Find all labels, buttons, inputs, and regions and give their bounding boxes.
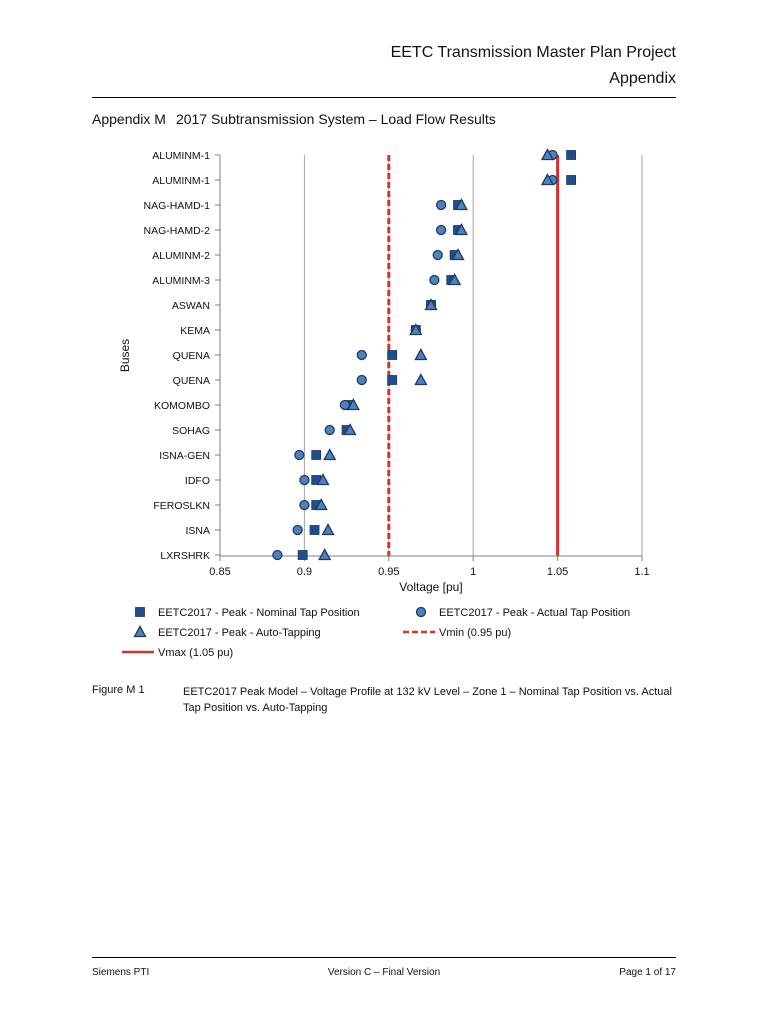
- legend-triangle-icon: [133, 625, 147, 638]
- triangle-data-point: [540, 173, 555, 186]
- x-tick-label: 0.95: [378, 566, 399, 578]
- section-heading: Appendix M 2017 Subtransmission System – …: [92, 111, 496, 127]
- legend-label: EETC2017 - Peak - Nominal Tap Position: [158, 607, 360, 619]
- y-tick-label: ASWAN: [172, 300, 210, 312]
- circle-data-point: [356, 374, 367, 386]
- y-tick-label: QUENA: [173, 375, 210, 387]
- circle-data-point: [272, 549, 283, 561]
- triangle-data-point: [409, 323, 423, 336]
- y-tick-label: ALUMINM-1: [152, 175, 210, 187]
- y-tick-label: QUENA: [173, 350, 210, 362]
- y-tick-label: NAG-HAMD-1: [143, 200, 210, 212]
- y-tick-label: IDFO: [185, 475, 210, 487]
- triangle-data-point: [454, 223, 468, 236]
- square-data-point: [387, 375, 398, 385]
- circle-data-point: [435, 224, 447, 236]
- y-tick-label: FEROSLKN: [153, 500, 210, 512]
- triangle-data-point: [448, 273, 462, 286]
- x-tick-label: 0.85: [209, 566, 230, 578]
- figure-caption: EETC2017 Peak Model – Voltage Profile at…: [183, 686, 672, 714]
- triangle-data-point: [424, 298, 438, 311]
- square-data-point: [566, 150, 577, 160]
- legend-label: Vmax (1.05 pu): [158, 647, 233, 659]
- y-tick-label: ISNA-GEN: [159, 450, 210, 462]
- circle-data-point: [299, 474, 310, 486]
- legend-label: Vmin (0.95 pu): [439, 627, 511, 639]
- y-tick-label: ALUMINM-1: [152, 150, 210, 162]
- footer-version: Version C – Final Version: [327, 967, 441, 978]
- triangle-data-point: [414, 348, 428, 361]
- square-data-point: [311, 450, 322, 460]
- triangle-data-point: [318, 548, 332, 561]
- triangle-data-point: [323, 448, 337, 461]
- section-title-text: 2017 Subtransmission System – Load Flow …: [175, 111, 496, 127]
- circle-data-point: [339, 399, 351, 411]
- y-tick-label: ALUMINM-3: [152, 275, 210, 287]
- circle-data-point: [356, 349, 367, 361]
- square-data-point: [297, 550, 308, 560]
- square-data-point: [566, 175, 577, 185]
- document-title: EETC Transmission Master Plan Project: [390, 44, 676, 61]
- y-axis-title: Buses: [118, 339, 132, 372]
- triangle-data-point: [414, 373, 428, 386]
- circle-data-point: [324, 424, 335, 436]
- x-axis-title: Voltage [pu]: [399, 580, 462, 594]
- circle-data-point: [292, 524, 303, 536]
- legend-label: EETC2017 - Peak - Auto-Tapping: [158, 627, 321, 639]
- legend-label: EETC2017 - Peak - Actual Tap Position: [439, 607, 630, 619]
- triangle-data-point: [451, 248, 465, 261]
- y-tick-label: KOMOMBO: [154, 400, 210, 412]
- section-label: Appendix M: [92, 111, 166, 127]
- x-tick-label: 1: [470, 566, 476, 578]
- square-data-point: [309, 525, 320, 535]
- y-tick-label: LXRSHRK: [160, 550, 210, 562]
- triangle-data-point: [314, 498, 328, 511]
- legend-square-icon: [135, 607, 145, 617]
- voltage-profile-chart: 0.85 0.9 0.95 1 1.05 1.1 ALUMINM-1 ALUMINM-1 NAG…: [118, 148, 650, 659]
- x-tick-label: 1.05: [547, 566, 568, 578]
- y-tick-label: KEMA: [180, 325, 210, 337]
- figure-label: Figure M 1: [92, 684, 145, 696]
- circle-data-point: [294, 449, 305, 461]
- triangle-data-point: [454, 198, 468, 211]
- circle-data-point: [435, 199, 447, 211]
- triangle-data-point: [343, 423, 357, 436]
- legend-circle-icon: [415, 606, 427, 618]
- triangle-data-point: [321, 523, 335, 536]
- triangle-data-point: [346, 398, 360, 411]
- y-tick-label: SOHAG: [172, 425, 210, 437]
- footer-company: Siemens PTI: [92, 967, 150, 978]
- circle-data-point: [432, 249, 443, 261]
- footer-divider: [92, 957, 676, 958]
- x-tick-label: 0.9: [297, 566, 312, 578]
- circle-data-point: [429, 274, 440, 286]
- triangle-data-point: [316, 473, 330, 486]
- circle-data-point: [299, 499, 310, 511]
- header-divider: [92, 97, 676, 98]
- footer-page-number: Page 1 of 17: [619, 967, 676, 978]
- triangle-data-point: [540, 148, 555, 161]
- x-tick-label: 1.1: [634, 566, 649, 578]
- square-data-point: [387, 350, 398, 360]
- y-tick-label: NAG-HAMD-2: [143, 225, 210, 237]
- y-tick-label: ISNA: [185, 525, 210, 537]
- y-tick-label: ALUMINM-2: [152, 250, 210, 262]
- document-subtitle: Appendix: [609, 70, 676, 87]
